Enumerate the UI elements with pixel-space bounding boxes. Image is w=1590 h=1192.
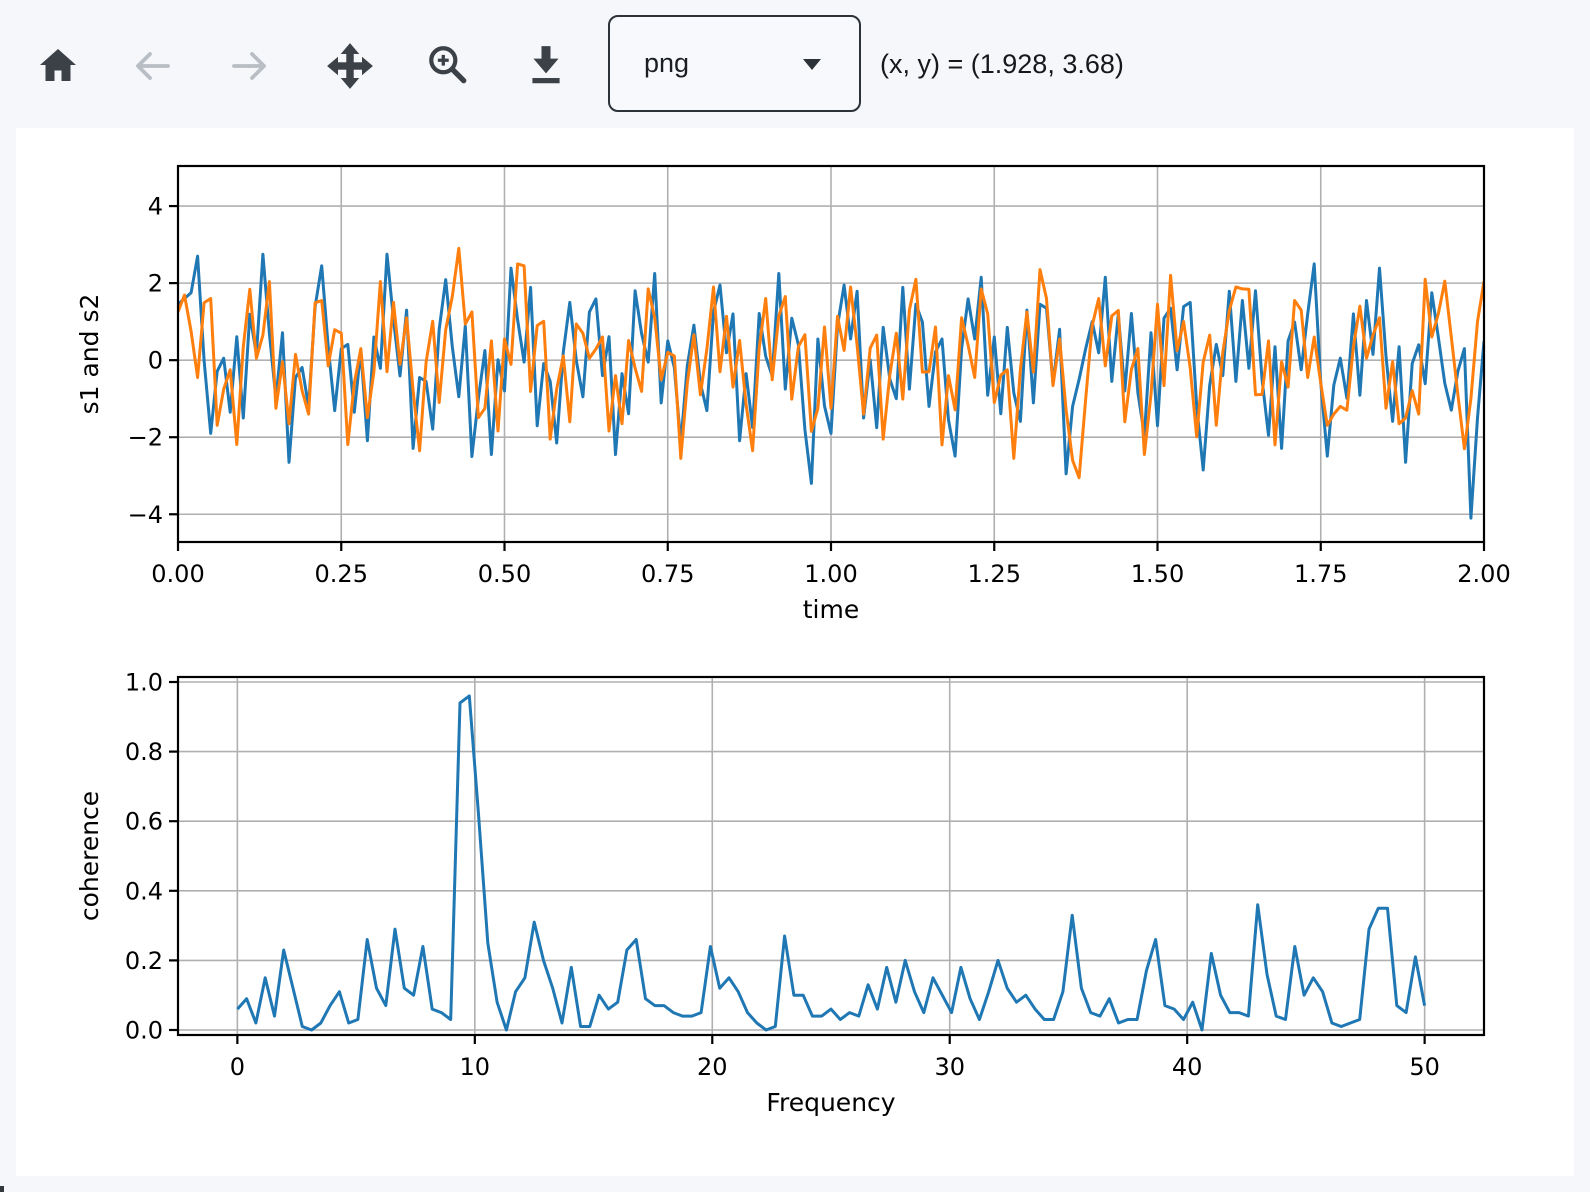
stray-artifact: [0, 1186, 4, 1192]
x-tick-label: 10: [460, 1053, 491, 1081]
y-axis-label: coherence: [75, 791, 104, 921]
x-tick-label: 1.25: [968, 560, 1021, 588]
download-button[interactable]: [518, 38, 574, 94]
zoom-button[interactable]: [420, 38, 476, 94]
format-dropdown-value: png: [644, 48, 690, 78]
move-arrows-icon: [326, 42, 374, 90]
axes-2: 0 10 20 30 40 50 0.0 0.2 0.4 0.6 0.8 1.0 Frequency co…: [75, 669, 1486, 1117]
back-button[interactable]: [124, 38, 180, 94]
x-tick-label: 2.00: [1457, 560, 1510, 588]
magnifier-plus-icon: [425, 43, 471, 89]
home-icon: [37, 46, 79, 86]
x-tick-label: 1.50: [1131, 560, 1184, 588]
y-tick-label: 0.6: [125, 808, 163, 836]
y-tick-label: 0.2: [125, 947, 163, 975]
series-line-s1: [178, 252, 1484, 520]
series-line-coherence: [236, 694, 1427, 1032]
x-tick-label: 0.25: [315, 560, 368, 588]
axes-1: 0.00 0.25 0.50 0.75 1.00 1.25 1.50 1.75 2.00 −4 −2…: [75, 164, 1511, 624]
y-tick-label: 4: [148, 193, 163, 221]
series-line-s2: [178, 246, 1484, 480]
y-tick-label: −4: [128, 501, 163, 529]
format-dropdown[interactable]: png: [608, 15, 861, 112]
x-tick-label: 1.75: [1294, 560, 1347, 588]
x-tick-label: 20: [697, 1053, 728, 1081]
chevron-down-icon: [803, 58, 821, 70]
arrow-left-icon: [130, 47, 174, 85]
x-tick-label: 0: [230, 1053, 245, 1081]
x-tick-label: 0.50: [478, 560, 531, 588]
x-tick-label: 40: [1172, 1053, 1203, 1081]
y-tick-label: −2: [128, 424, 163, 452]
y-tick-label: 0.8: [125, 738, 163, 766]
y-tick-label: 0.0: [125, 1016, 163, 1044]
x-tick-label: 0.00: [151, 560, 204, 588]
x-tick-label: 1.00: [804, 560, 857, 588]
download-icon: [525, 43, 567, 89]
y-tick-label: 0.4: [125, 877, 163, 905]
y-tick-label: 2: [148, 270, 163, 298]
pan-button[interactable]: [322, 38, 378, 94]
x-tick-label: 30: [934, 1053, 965, 1081]
y-tick-label: 0: [148, 347, 163, 375]
forward-button[interactable]: [222, 38, 278, 94]
x-tick-label: 0.75: [641, 560, 694, 588]
x-tick-label: 50: [1409, 1053, 1440, 1081]
y-axis-label: s1 and s2: [75, 294, 104, 415]
cursor-position-readout: (x, y) = (1.928, 3.68): [880, 48, 1124, 79]
axes-spines: [176, 675, 1486, 1037]
arrow-right-icon: [228, 47, 272, 85]
matplotlib-toolbar: png (x, y) = (1.928, 3.68): [0, 0, 1590, 128]
y-tick-label: 1.0: [125, 669, 163, 697]
home-button[interactable]: [30, 38, 86, 94]
x-axis-label: time: [803, 595, 859, 624]
x-axis-label: Frequency: [766, 1088, 895, 1117]
